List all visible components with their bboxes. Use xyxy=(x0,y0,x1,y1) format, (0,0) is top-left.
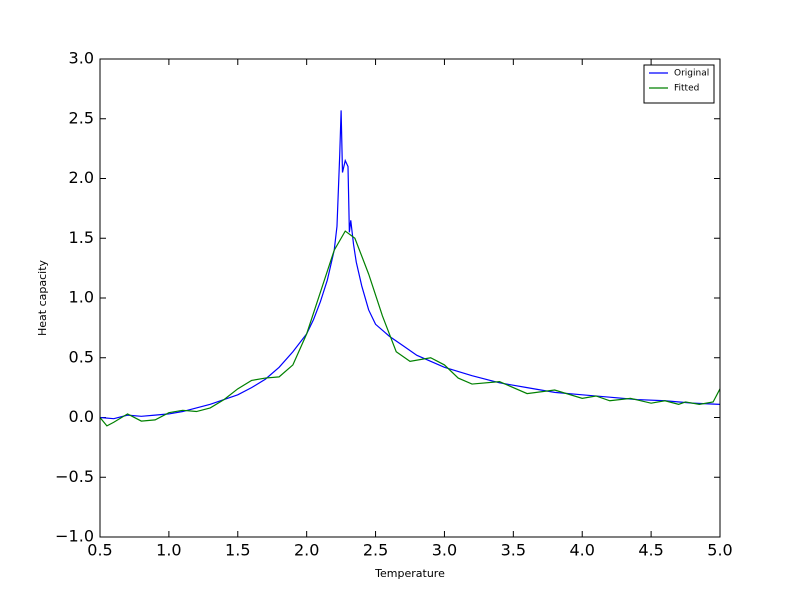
x-tick-label: 3.0 xyxy=(432,541,457,560)
y-tick-label: 3.0 xyxy=(69,49,94,68)
y-tick-label: 0.0 xyxy=(69,407,94,426)
y-tick-label: 0.5 xyxy=(69,347,94,366)
series-line xyxy=(99,110,721,420)
x-tick-label: 4.5 xyxy=(638,541,663,560)
legend-label: Original xyxy=(674,69,709,79)
series-line xyxy=(99,230,721,427)
y-tick-label: −0.5 xyxy=(55,467,94,486)
x-tick-label: 1.5 xyxy=(225,541,250,560)
y-tick-label: −1.0 xyxy=(55,527,94,546)
y-tick-label: 2.0 xyxy=(69,168,94,187)
x-tick-label: 3.5 xyxy=(501,541,526,560)
y-axis-label: Heat capacity xyxy=(36,259,49,336)
y-tick-label: 1.5 xyxy=(69,228,94,247)
legend-label: Fitted xyxy=(674,84,699,94)
x-tick-label: 2.5 xyxy=(363,541,388,560)
x-axis-label: Temperature xyxy=(374,567,445,580)
y-tick-label: 2.5 xyxy=(69,108,94,127)
y-tick-label: 1.0 xyxy=(69,288,94,307)
x-tick-label: 1.0 xyxy=(156,541,181,560)
legend-box xyxy=(643,64,715,104)
x-tick-label: 5.0 xyxy=(707,541,732,560)
plot-frame xyxy=(99,58,721,538)
x-tick-label: 0.5 xyxy=(87,541,112,560)
x-tick-label: 4.0 xyxy=(569,541,594,560)
x-tick-label: 2.0 xyxy=(294,541,319,560)
